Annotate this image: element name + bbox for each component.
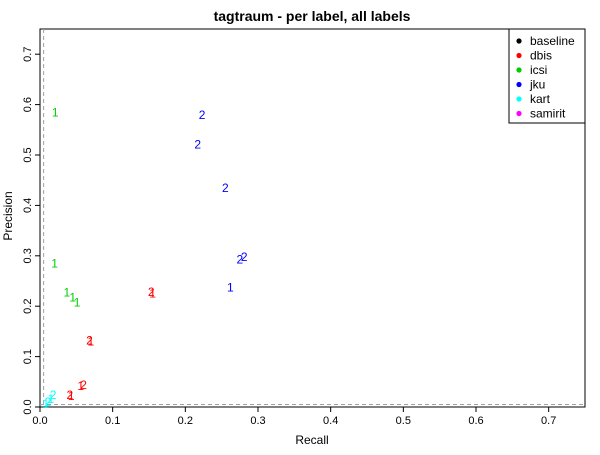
data-point-icsi: 1	[69, 291, 76, 305]
y-tick-label: 0.4	[22, 198, 34, 213]
data-point-jku: 2	[199, 108, 206, 122]
data-point-dbis: 2	[148, 285, 155, 299]
y-tick-label: 0.1	[22, 349, 34, 364]
legend-marker-samirit	[516, 110, 522, 117]
data-point-dbis: 2	[66, 388, 73, 402]
data-point-dbis: 2	[86, 333, 93, 347]
data-point-kart: 2	[45, 395, 52, 409]
x-axis-label: Recall	[295, 433, 328, 447]
data-point-dbis: 1	[88, 334, 95, 348]
x-tick-label: 0.1	[105, 415, 120, 427]
x-tick-label: 0.7	[541, 415, 556, 427]
y-tick-label: 0.0	[22, 399, 34, 414]
y-axis-label: Precision	[1, 191, 15, 240]
x-tick-label: 0.3	[250, 415, 265, 427]
data-point-dbis: 2	[80, 378, 87, 392]
x-tick-label: 0.6	[468, 415, 483, 427]
x-tick-label: 0.5	[396, 415, 411, 427]
legend-marker-baseline	[516, 38, 522, 44]
data-point-jku: 2	[222, 181, 229, 195]
legend-label-samirit: samirit	[530, 107, 566, 121]
legend-box	[508, 28, 586, 124]
data-point-jku: 2	[236, 252, 243, 266]
data-point-jku: 2	[241, 250, 248, 264]
data-point-dbis: 1	[149, 287, 156, 301]
data-point-dbis: 1	[68, 389, 75, 403]
legend-marker-kart	[516, 96, 522, 102]
data-point-icsi: 1	[74, 296, 81, 310]
y-tick-label: 0.2	[22, 299, 34, 314]
y-tick-label: 0.6	[22, 97, 34, 112]
legend-label-dbis: dbis	[530, 49, 552, 63]
legend-label-jku: jku	[529, 78, 545, 92]
data-point-jku: 1	[227, 281, 234, 295]
data-point-icsi: 1	[51, 256, 58, 270]
plot-frame	[39, 28, 586, 408]
data-point-dbis: 1	[77, 379, 84, 393]
legend-marker-dbis	[516, 52, 522, 59]
data-point-kart: 2	[50, 388, 57, 402]
data-point-icsi: 1	[52, 106, 59, 120]
legend-marker-jku	[516, 81, 522, 88]
x-tick-label: 0.4	[323, 415, 338, 427]
data-point-kart: 1	[48, 392, 55, 406]
y-tick-label: 0.3	[22, 248, 34, 263]
chart-title: tagtraum - per label, all labels	[214, 8, 411, 24]
legend-label-icsi: icsi	[530, 63, 547, 77]
data-point-icsi: 1	[64, 286, 71, 300]
legend-label-kart: kart	[530, 92, 551, 106]
plot-layer: 0.0 0.1 0.2 0.3 0.4 0.5 0.6 0.7 0.0 0.1 0.2 0.3 0.4 0…	[22, 28, 586, 427]
data-point-jku: 2	[194, 137, 201, 151]
y-tick-label: 0.7	[22, 47, 34, 62]
legend-label-baseline: baseline	[530, 34, 575, 48]
legend-marker-icsi	[516, 67, 522, 73]
x-tick-label: 0.2	[178, 415, 193, 427]
y-tick-label: 0.5	[22, 147, 34, 162]
data-point-kart: 1	[42, 397, 49, 411]
x-tick-label: 0.0	[32, 415, 47, 427]
